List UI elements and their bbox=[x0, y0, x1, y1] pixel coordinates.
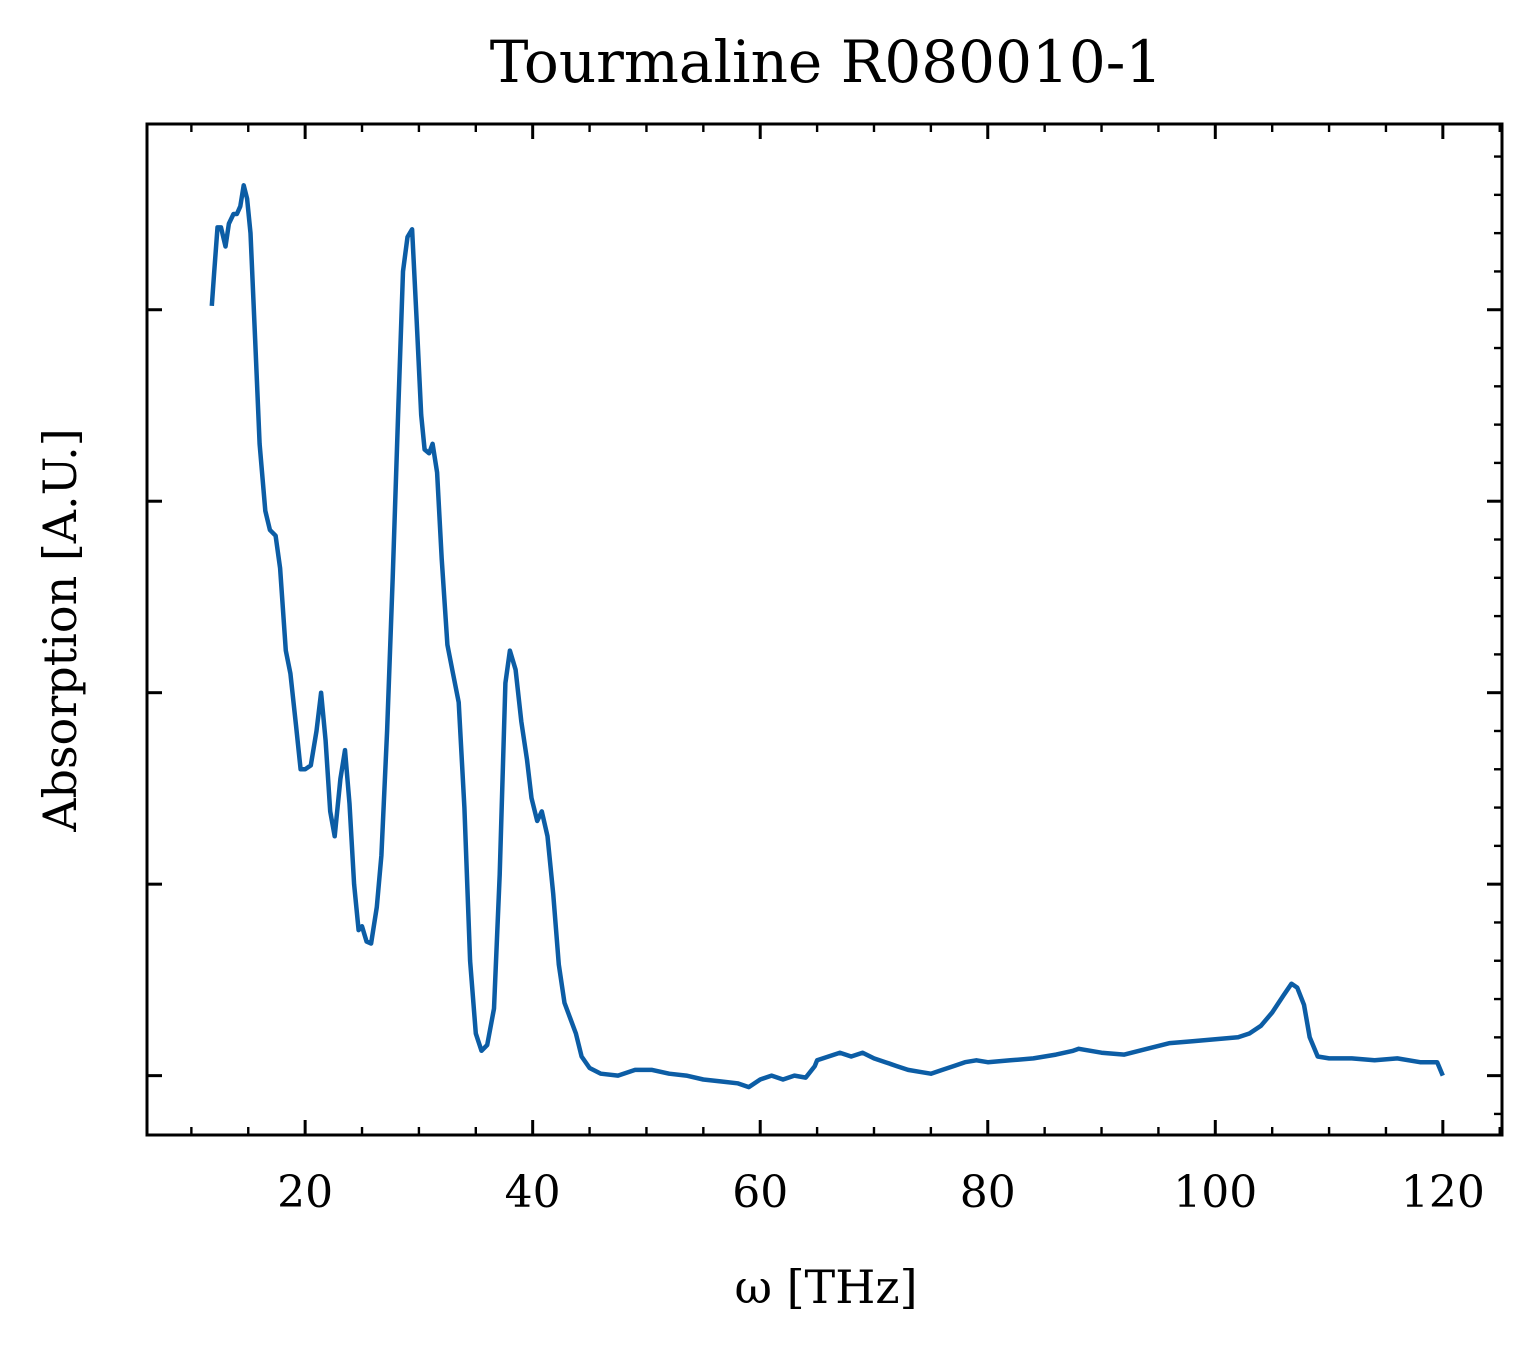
chart-title: Tourmaline R080010-1 bbox=[490, 28, 1163, 96]
x-tick-label: 60 bbox=[732, 1167, 788, 1218]
x-tick-label: 40 bbox=[505, 1167, 561, 1218]
x-tick-label: 120 bbox=[1401, 1167, 1485, 1218]
x-tick-label: 80 bbox=[960, 1167, 1016, 1218]
x-tick-label: 20 bbox=[277, 1167, 333, 1218]
plot-area: 20 40 60 80 100 120 bbox=[145, 122, 1504, 1218]
x-axis-label: ω [THz] bbox=[734, 1260, 917, 1314]
axes-frame bbox=[145, 122, 1504, 1137]
absorption-series-line bbox=[209, 183, 1445, 1090]
tick-marks bbox=[147, 124, 1502, 1135]
series-layer bbox=[209, 183, 1445, 1090]
y-axis-label: Absorption [A.U.] bbox=[33, 428, 87, 832]
x-tick-label: 100 bbox=[1173, 1167, 1257, 1218]
x-tick-labels: 20 40 60 80 100 120 bbox=[277, 1167, 1485, 1218]
